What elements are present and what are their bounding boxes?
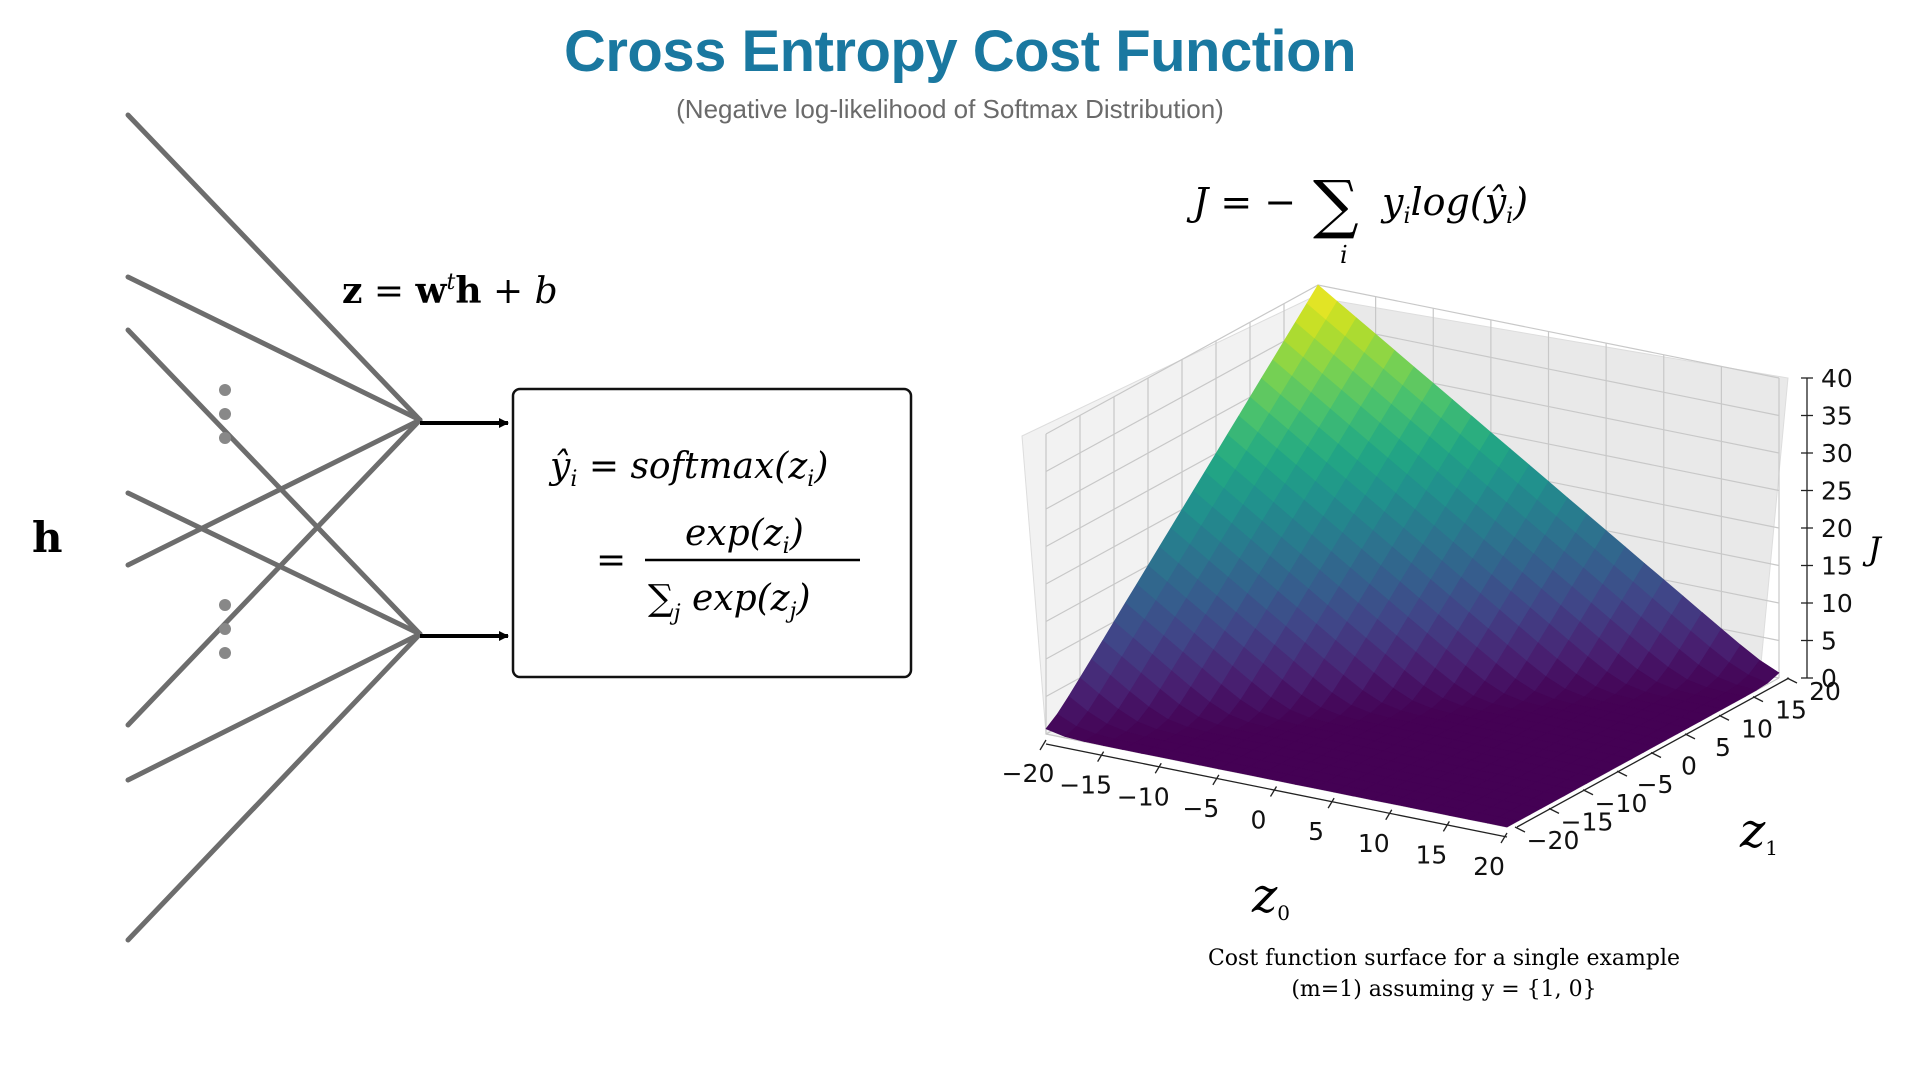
- z-tick-label: 25: [1821, 477, 1853, 506]
- x-axis-label: z0: [1251, 868, 1290, 925]
- x-tick: [1097, 751, 1105, 762]
- y-tick: [1616, 770, 1628, 777]
- y-tick-label: 15: [1775, 696, 1807, 725]
- x-tick-label: −20: [1002, 759, 1055, 788]
- ellipsis-dot: [219, 408, 231, 420]
- input-line: [125, 417, 423, 728]
- x-tick-label: 20: [1473, 852, 1505, 881]
- x-tick-label: −5: [1182, 794, 1219, 823]
- surface-chart: −20 −15 −10 −5 0 5 10 15 20−20−15−10−50510152005…: [1002, 284, 1883, 1002]
- softmax-box-border: [511, 387, 913, 679]
- x-axis-line: [1045, 743, 1508, 838]
- cost-eq-sigma: ∑: [1313, 168, 1359, 242]
- y-tick-label: −10: [1595, 789, 1648, 818]
- z-tick-label: 30: [1821, 439, 1853, 468]
- cost-eq-lhs: J = −: [1186, 180, 1296, 224]
- ellipsis-dot: [219, 599, 231, 611]
- x-tick-label: −10: [1117, 782, 1170, 811]
- y-tick-label: 0: [1681, 752, 1697, 781]
- z-axis-label: J: [1862, 530, 1883, 568]
- x-tick-label: 5: [1308, 817, 1324, 846]
- softmax-box: ŷi = softmax(zi) = exp(zi) ∑j exp(zj): [511, 387, 913, 679]
- cost-equation: J = − ∑ i yilog(ŷi): [1186, 168, 1528, 269]
- y-tick-label: −5: [1637, 770, 1674, 799]
- y-tick-label: −15: [1561, 807, 1614, 836]
- ellipsis-dots: [219, 384, 231, 659]
- ellipsis-dot: [219, 623, 231, 635]
- z-tick-label: 0: [1821, 664, 1837, 693]
- softmax-eq-sign: =: [596, 540, 626, 581]
- ellipsis-dot: [219, 647, 231, 659]
- x-tick: [1442, 821, 1450, 832]
- softmax-numerator: exp(zi): [685, 513, 804, 559]
- input-line: [125, 274, 423, 423]
- z-tick-label: 40: [1821, 364, 1853, 393]
- x-tick: [1039, 739, 1047, 751]
- y-tick-label: −20: [1527, 826, 1580, 855]
- z-tick-label: 15: [1821, 552, 1853, 581]
- softmax-line1: ŷi = softmax(zi): [548, 446, 828, 492]
- y-tick-label: 20: [1809, 677, 1841, 706]
- input-line: [125, 112, 423, 423]
- chart-caption-line1: Cost function surface for a single examp…: [1208, 946, 1680, 971]
- z-tick-label: 10: [1821, 589, 1853, 618]
- x-tick: [1269, 786, 1278, 797]
- y-tick: [1718, 714, 1730, 721]
- y-axis-label: z1: [1739, 803, 1778, 860]
- cost-eq-sigma-index: i: [1340, 241, 1348, 269]
- z-tick-label: 5: [1821, 627, 1837, 656]
- x-tick: [1154, 762, 1162, 774]
- input-line: [125, 631, 423, 943]
- chart-caption-line2: (m=1) assuming y = {1, 0}: [1291, 977, 1596, 1002]
- input-line: [125, 490, 423, 637]
- z-tick-label: 35: [1821, 402, 1853, 431]
- ellipsis-dot: [219, 384, 231, 396]
- y-tick-label: 5: [1715, 733, 1731, 762]
- y-axis-line: [1516, 677, 1790, 828]
- z-tick-label: 20: [1821, 514, 1853, 543]
- surface-patch: [1486, 816, 1520, 828]
- y-tick: [1786, 677, 1798, 684]
- x-tick: [1212, 774, 1220, 786]
- input-label-h: h: [32, 513, 63, 562]
- x-tick-label: 10: [1358, 829, 1390, 858]
- y-tick-label: 10: [1741, 714, 1773, 743]
- linear-equation: z = wth + b: [342, 270, 558, 312]
- y-tick: [1684, 733, 1696, 740]
- network-diagram: h z = wth + b ŷi = softmax(zi) = exp(zi)…: [32, 112, 913, 943]
- network-lines: [125, 112, 423, 943]
- x-tick-label: 0: [1251, 806, 1267, 835]
- tick-labels: −20 −15 −10 −5 0 5 10 15 20−20−15−10−50510152005…: [1002, 364, 1853, 881]
- ellipsis-dot: [219, 432, 231, 444]
- page-subtitle: (Negative log-likelihood of Softmax Dist…: [676, 94, 1224, 124]
- page-title: Cross Entropy Cost Function: [563, 19, 1357, 84]
- cost-eq-term: yilog(ŷi): [1380, 180, 1528, 229]
- y-tick: [1582, 789, 1594, 796]
- axis-lines: [1039, 377, 1813, 844]
- x-tick-label: −15: [1059, 771, 1112, 800]
- softmax-denominator: ∑j exp(zj): [648, 578, 811, 626]
- surface-mesh: [1045, 284, 1780, 828]
- y-tick: [1514, 826, 1526, 833]
- input-line: [125, 631, 423, 783]
- x-tick: [1327, 797, 1335, 809]
- y-tick: [1650, 751, 1662, 759]
- x-tick: [1385, 809, 1393, 821]
- input-line: [125, 327, 423, 637]
- y-tick: [1548, 807, 1560, 814]
- x-tick-label: 15: [1415, 840, 1447, 869]
- input-line: [125, 417, 423, 568]
- y-tick: [1752, 696, 1764, 703]
- x-tick: [1500, 832, 1508, 844]
